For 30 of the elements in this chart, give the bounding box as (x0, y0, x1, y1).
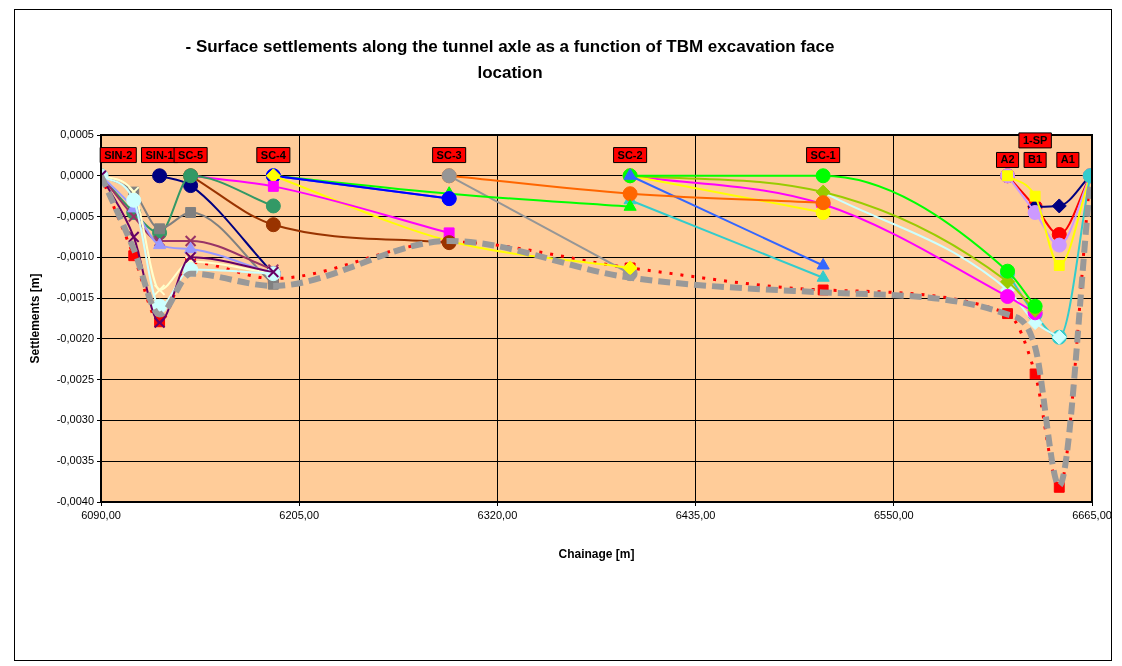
annotation: SIN-1 (145, 148, 174, 161)
y-tick-label: -0,0025 (56, 372, 94, 385)
x-tick-label: 6550,00 (873, 508, 914, 521)
y-tick-label: -0,0040 (56, 495, 94, 508)
y-tick-label: -0,0030 (56, 413, 94, 426)
y-tick-label: -0,0015 (56, 291, 94, 304)
annotation: B1 (1028, 153, 1043, 166)
annotation: SC-5 (178, 148, 204, 161)
annotation: SC-4 (260, 148, 287, 161)
annotation: 1-SP (1022, 133, 1048, 146)
y-tick-label: 0,0005 (60, 128, 94, 141)
annotation: SIN-2 (104, 148, 133, 161)
x-axis-title: Chainage [m] (558, 547, 635, 562)
y-tick-label: -0,0035 (56, 454, 94, 467)
annotation: A2 (1000, 153, 1015, 166)
annotation: A1 (1060, 153, 1075, 166)
x-tick-label: 6320,00 (477, 508, 518, 521)
y-axis-title: Settlements [m] (27, 273, 42, 364)
annotation: SC-1 (810, 148, 836, 161)
y-tick-label: -0,0005 (56, 209, 94, 222)
y-tick-label: -0,0010 (56, 250, 94, 263)
annotation: SC-3 (436, 148, 462, 161)
y-tick-label: 0,0000 (60, 168, 94, 181)
chart-title: - Surface settlements along the tunnel axle as a function of TBM excavation face location (185, 36, 835, 82)
x-tick-label: 6090,00 (81, 508, 121, 521)
x-tick-label: 6435,00 (675, 508, 716, 521)
annotation: SC-2 (617, 148, 643, 161)
x-tick-label: 6205,00 (279, 508, 320, 521)
x-tick-label: 6665,00 (1072, 508, 1112, 521)
y-tick-label: -0,0020 (56, 331, 94, 344)
